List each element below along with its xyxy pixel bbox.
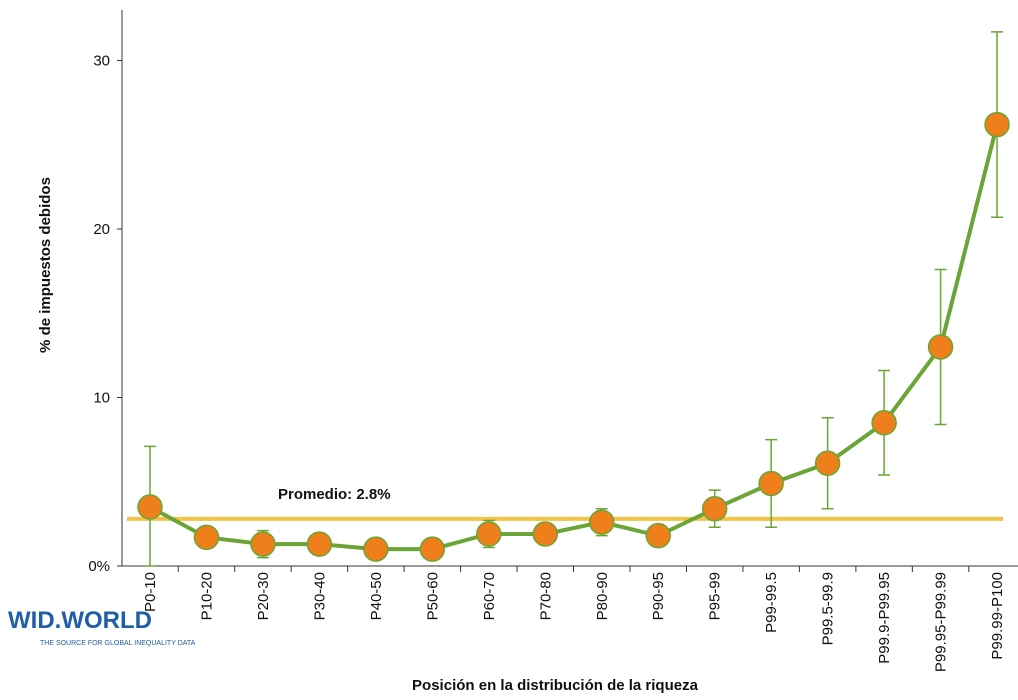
x-tick-label: P99-99.5 xyxy=(763,572,780,633)
y-tick-label: 30 xyxy=(93,53,110,70)
data-point xyxy=(363,536,389,562)
x-tick-label: P99.99-P100 xyxy=(989,572,1006,660)
data-point xyxy=(701,495,728,522)
data-point xyxy=(984,111,1010,138)
data-point xyxy=(137,494,163,520)
x-tick-label: P10-20 xyxy=(198,572,215,620)
data-point xyxy=(306,531,333,557)
y-tick-label: 0% xyxy=(88,558,110,575)
data-point xyxy=(476,521,502,547)
data-point xyxy=(419,536,446,562)
data-point xyxy=(814,450,841,476)
x-tick-label: P20-30 xyxy=(255,572,272,620)
y-axis-label: % de impuestos debidos xyxy=(37,177,54,353)
logo-tagline: THE SOURCE FOR GLOBAL INEQUALITY DATA xyxy=(40,640,196,647)
data-line xyxy=(149,124,999,552)
data-point xyxy=(927,334,954,360)
x-tick-label: P60-70 xyxy=(481,572,498,620)
data-point xyxy=(871,410,897,436)
logo: WID.WORLD xyxy=(8,607,152,634)
x-tick-label: P90-95 xyxy=(650,572,667,620)
x-tick-label: P99.9-P99.95 xyxy=(876,572,893,664)
x-tick-label: P30-40 xyxy=(311,572,328,620)
data-point xyxy=(532,521,559,547)
x-tick-label: P70-80 xyxy=(537,572,554,620)
data-point xyxy=(645,522,671,549)
x-tick-label: P95-99 xyxy=(707,572,724,620)
average-label: Promedio: 2.8% xyxy=(278,486,391,503)
data-point xyxy=(193,524,220,551)
data-point xyxy=(758,470,784,497)
x-tick-label: P99.95-P99.99 xyxy=(933,572,950,672)
data-point xyxy=(589,509,615,535)
x-tick-label: P99.5-99.9 xyxy=(820,572,837,645)
y-tick-label: 10 xyxy=(93,390,110,407)
x-tick-label: P80-90 xyxy=(594,572,611,620)
x-axis-label: Posición en la distribución de la riquez… xyxy=(412,677,699,694)
x-tick-label: P50-60 xyxy=(424,572,441,620)
x-tick-label: P0-10 xyxy=(142,572,159,612)
x-tick-label: P40-50 xyxy=(368,572,385,620)
y-tick-label: 20 xyxy=(93,221,110,238)
data-point xyxy=(250,531,276,557)
